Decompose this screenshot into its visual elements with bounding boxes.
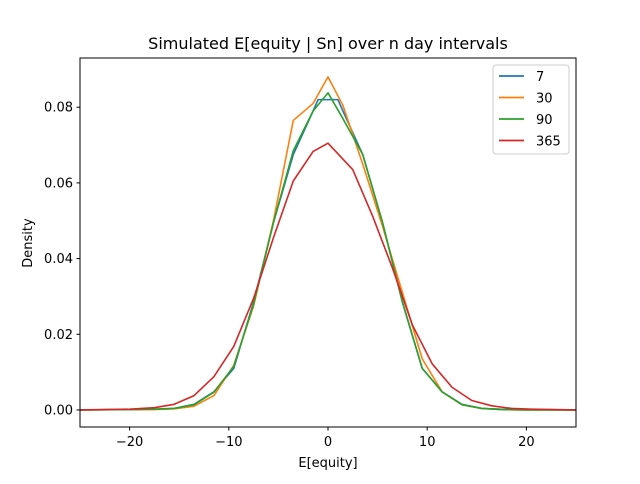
x-tick-label: 20 <box>518 435 535 450</box>
x-axis: −20 −10 0 10 20 <box>116 427 535 450</box>
x-axis-label: E[equity] <box>298 456 357 471</box>
plot-area <box>79 57 577 428</box>
y-axis-label: Density <box>21 218 36 268</box>
series-line-365 <box>80 142 576 411</box>
x-tick-label: 0 <box>324 435 332 450</box>
legend-label-90: 90 <box>536 113 553 128</box>
y-tick-label: 0.06 <box>44 176 73 191</box>
legend-label-365: 365 <box>536 135 561 150</box>
y-tick-label: 0.00 <box>44 403 73 418</box>
legend-label-30: 30 <box>536 92 553 107</box>
legend-label-7: 7 <box>536 70 544 85</box>
series-layer <box>80 76 576 411</box>
chart-title: Simulated E[equity | Sn] over n day inte… <box>148 34 508 53</box>
y-axis: 0.00 0.02 0.04 0.06 0.08 <box>44 101 80 418</box>
x-tick-label: −10 <box>215 435 242 450</box>
legend-box <box>492 64 570 155</box>
x-tick-label: 10 <box>419 435 436 450</box>
y-tick-label: 0.02 <box>44 328 73 343</box>
y-tick-label: 0.04 <box>44 252 73 267</box>
series-line-90 <box>80 92 576 411</box>
legend: 7 30 90 365 <box>492 64 570 155</box>
y-tick-label: 0.08 <box>44 101 73 116</box>
x-tick-label: −20 <box>116 435 143 450</box>
